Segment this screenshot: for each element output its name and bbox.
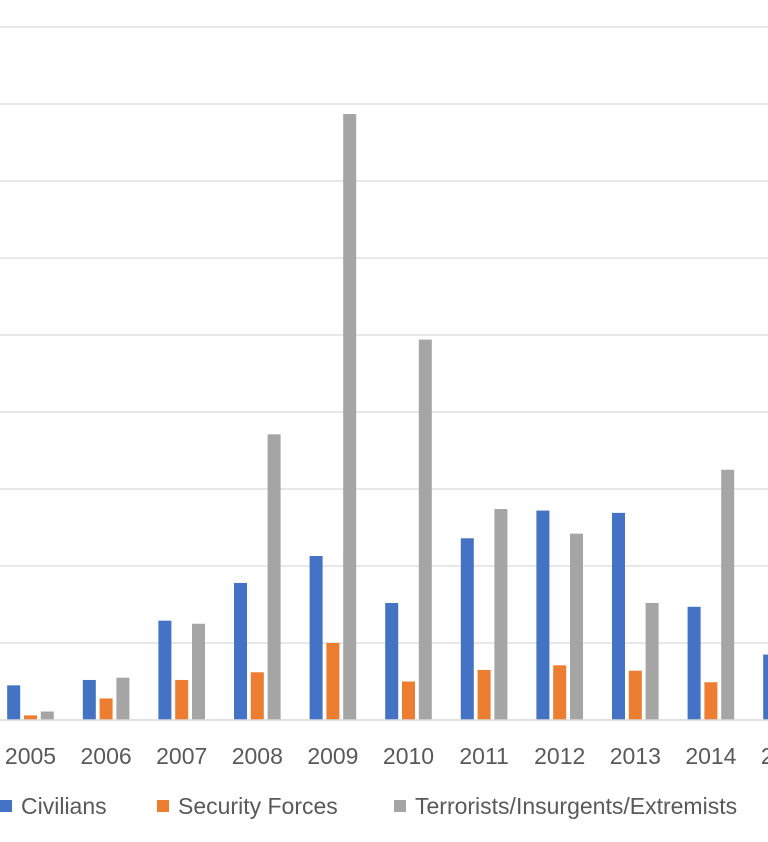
bar-civilians-2010 xyxy=(385,602,399,720)
legend-label-civilians: Civilians xyxy=(21,793,107,819)
bar-civilians-2008 xyxy=(234,582,247,720)
bar-terrorists-insurgents-extremists-2005 xyxy=(40,711,54,720)
bar-group xyxy=(7,114,768,720)
bar-terrorists-insurgents-extremists-2012 xyxy=(570,533,583,720)
x-tick-label-2011: 2011 xyxy=(459,743,508,769)
gridlines xyxy=(0,26,768,644)
bar-security-forces-2008 xyxy=(250,672,264,720)
bar-security-forces-2006 xyxy=(99,698,113,720)
bar-civilians-2015 xyxy=(763,654,768,720)
x-axis-ticks: 2005 2006 2007 2008 2009 2010 2011 2012 2013 2014… xyxy=(5,743,768,769)
bar-civilians-2013 xyxy=(612,512,625,720)
legend-label-terrorists-insurgents-extremists: Terrorists/Insurgents/Extremists xyxy=(415,793,737,819)
legend: Civilians Security Forces Terrorists/Insur… xyxy=(0,793,737,819)
legend-swatch-terrorists-insurgents-extremists xyxy=(394,800,406,812)
bar-security-forces-2007 xyxy=(175,679,189,720)
bar-civilians-2014 xyxy=(687,606,701,720)
x-tick-label-2005: 2005 xyxy=(5,743,56,769)
x-tick-label-2007: 2007 xyxy=(156,743,207,769)
x-tick-label-2006: 2006 xyxy=(81,743,132,769)
bar-security-forces-2012 xyxy=(553,665,567,720)
bar-security-forces-2009 xyxy=(326,643,340,720)
legend-swatch-civilians xyxy=(0,800,12,812)
bar-terrorists-insurgents-extremists-2007 xyxy=(192,623,205,720)
legend-label-security-forces: Security Forces xyxy=(178,793,338,819)
x-tick-label-2008: 2008 xyxy=(232,743,283,769)
legend-swatch-security-forces xyxy=(157,800,169,812)
bar-civilians-2007 xyxy=(158,620,172,720)
bar-security-forces-2011 xyxy=(477,669,491,720)
bar-security-forces-2005 xyxy=(24,715,37,720)
x-tick-label-2013: 2013 xyxy=(610,743,661,769)
bar-terrorists-insurgents-extremists-2009 xyxy=(343,114,357,720)
x-tick-label-2010: 2010 xyxy=(383,743,434,769)
bar-civilians-2009 xyxy=(309,555,323,720)
bar-terrorists-insurgents-extremists-2006 xyxy=(116,677,130,720)
x-tick-label-2012: 2012 xyxy=(534,743,585,769)
x-tick-label-2014: 2014 xyxy=(685,743,736,769)
x-tick-label-2015: 2015 xyxy=(761,743,768,769)
bar-terrorists-insurgents-extremists-2011 xyxy=(494,509,508,720)
bar-terrorists-insurgents-extremists-2014 xyxy=(721,469,735,720)
bar-security-forces-2013 xyxy=(628,670,642,720)
bar-civilians-2006 xyxy=(82,679,96,720)
bar-security-forces-2010 xyxy=(402,681,415,720)
bar-civilians-2011 xyxy=(460,538,474,720)
x-tick-label-2009: 2009 xyxy=(307,743,358,769)
bar-civilians-2005 xyxy=(7,685,21,720)
bar-terrorists-insurgents-extremists-2008 xyxy=(267,434,281,720)
bar-security-forces-2014 xyxy=(704,682,718,720)
bar-terrorists-insurgents-extremists-2010 xyxy=(418,339,432,720)
bar-civilians-2012 xyxy=(536,510,550,720)
bar-terrorists-insurgents-extremists-2013 xyxy=(645,602,659,720)
